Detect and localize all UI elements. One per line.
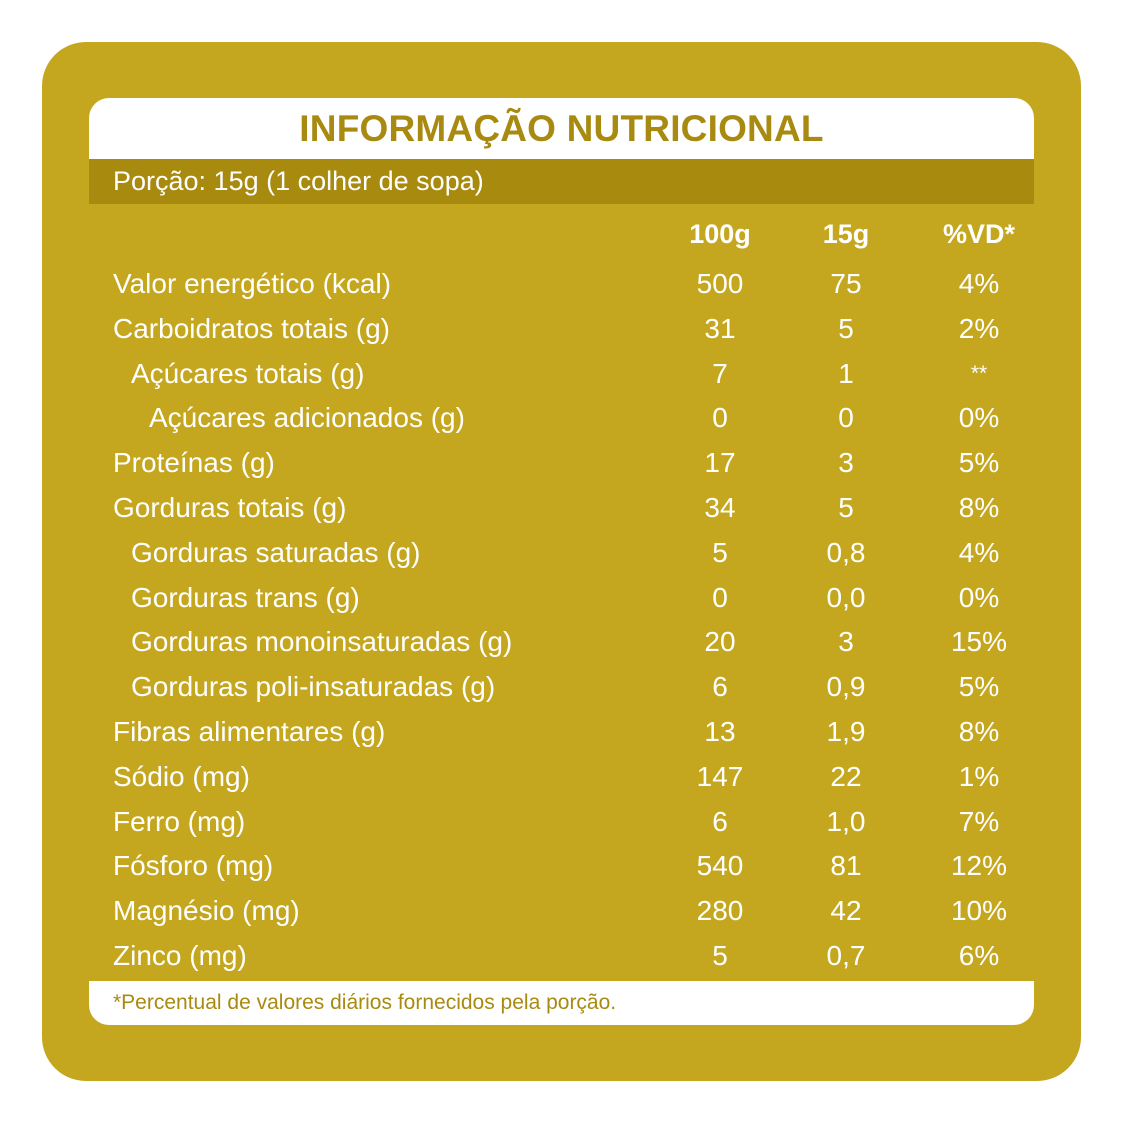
daily-value-percent: 0% <box>958 402 1000 434</box>
table-row: Açúcares adicionados (g) 0 0 0% <box>89 396 1034 441</box>
daily-value-percent: 4% <box>958 536 1000 568</box>
value-per-100g: 31 <box>704 312 736 344</box>
value-per-100g: 20 <box>704 626 736 658</box>
value-per-100g: 540 <box>696 850 744 882</box>
value-per-100g: 5 <box>712 536 728 568</box>
daily-value-percent: 6% <box>958 940 1000 971</box>
table-row: Gorduras saturadas (g) 5 0,8 4% <box>89 531 1034 576</box>
value-per-100g: 7 <box>712 357 728 389</box>
value-per-portion: 5 <box>838 312 854 344</box>
table-row: Zinco (mg) 5 0,7 6% <box>89 934 1034 979</box>
value-per-portion: 22 <box>830 760 862 792</box>
nutrient-name: Gorduras poli-insaturadas (g) <box>131 671 496 703</box>
footnote: *Percentual de valores diários fornecido… <box>113 991 617 1014</box>
daily-value-percent: 4% <box>958 268 1000 299</box>
nutrient-name: Proteínas (g) <box>113 447 275 479</box>
nutrient-name: Carboidratos totais (g) <box>113 312 391 344</box>
value-per-100g: 5 <box>712 940 728 971</box>
value-per-100g: 17 <box>704 447 736 479</box>
value-per-100g: 6 <box>712 671 728 703</box>
value-per-portion: 42 <box>830 895 862 927</box>
column-header-daily-value: %VD* <box>942 219 1016 249</box>
nutrient-name: Sódio (mg) <box>113 760 250 792</box>
value-per-100g: 13 <box>704 716 736 747</box>
table-row: Gorduras trans (g) 0 0,0 0% <box>89 576 1034 621</box>
daily-value-percent: 7% <box>958 805 1000 837</box>
table-row: Fósforo (mg) 540 81 12% <box>89 844 1034 889</box>
table-row: Gorduras poli-insaturadas (g) 6 0,9 5% <box>89 665 1034 710</box>
daily-value-percent: 5% <box>958 447 1000 479</box>
nutrient-name: Gorduras totais (g) <box>113 492 347 523</box>
table-row: Gorduras totais (g) 34 5 8% <box>89 486 1034 531</box>
value-per-portion: 81 <box>830 850 862 882</box>
nutrient-name: Fibras alimentares (g) <box>113 716 386 747</box>
portion-bar: Porção: 15g (1 colher de sopa) <box>89 159 1034 204</box>
daily-value-percent: ** <box>970 361 988 385</box>
nutrient-name: Magnésio (mg) <box>113 895 300 927</box>
nutrition-table: 100g 15g %VD* Valor energético (kcal) 500… <box>89 204 1034 981</box>
value-per-100g: 147 <box>696 760 744 792</box>
nutrient-name: Gorduras trans (g) <box>131 581 360 613</box>
table-row: Fibras alimentares (g) 13 1,9 8% <box>89 710 1034 755</box>
value-per-100g: 6 <box>712 805 728 837</box>
value-per-portion: 75 <box>830 268 862 299</box>
value-per-portion: 0,9 <box>826 671 866 703</box>
value-per-portion: 0 <box>838 402 854 434</box>
table-row: Valor energético (kcal) 500 75 4% <box>89 262 1034 307</box>
table-row: Açúcares totais (g) 7 1 ** <box>89 352 1034 397</box>
nutrient-name: Açúcares adicionados (g) <box>149 402 465 434</box>
nutrient-name: Gorduras monoinsaturadas (g) <box>131 626 513 658</box>
daily-value-percent: 0% <box>958 581 1000 613</box>
nutrient-name: Gorduras saturadas (g) <box>131 536 421 568</box>
value-per-100g: 500 <box>696 268 744 299</box>
daily-value-percent: 15% <box>950 626 1008 658</box>
table-row: Proteínas (g) 17 3 5% <box>89 441 1034 486</box>
value-per-100g: 0 <box>712 402 728 434</box>
table-row: Gorduras monoinsaturadas (g) 20 3 15% <box>89 620 1034 665</box>
daily-value-percent: 1% <box>958 760 1000 792</box>
value-per-portion: 5 <box>838 492 854 523</box>
table-row: Carboidratos totais (g) 31 5 2% <box>89 307 1034 352</box>
daily-value-percent: 12% <box>950 850 1008 882</box>
nutrient-name: Valor energético (kcal) <box>113 268 392 299</box>
daily-value-percent: 8% <box>958 716 1000 747</box>
daily-value-percent: 8% <box>958 492 1000 523</box>
value-per-portion: 3 <box>838 447 854 479</box>
label-title: INFORMAÇÃO NUTRICIONAL <box>299 108 824 149</box>
nutrient-name: Ferro (mg) <box>113 805 246 837</box>
portion-text: Porção: 15g (1 colher de sopa) <box>113 166 484 196</box>
value-per-portion: 3 <box>838 626 854 658</box>
daily-value-percent: 5% <box>958 671 1000 703</box>
value-per-100g: 0 <box>712 581 728 613</box>
table-row: Sódio (mg) 147 22 1% <box>89 755 1034 800</box>
daily-value-percent: 2% <box>958 312 1000 344</box>
nutrition-label: INFORMAÇÃO NUTRICIONAL Porção: 15g (1 co… <box>89 98 1034 1025</box>
value-per-portion: 1,9 <box>826 716 866 747</box>
column-header-portion: 15g <box>822 219 870 249</box>
value-per-100g: 34 <box>704 492 736 523</box>
value-per-100g: 280 <box>696 895 744 927</box>
table-row: Ferro (mg) 6 1,0 7% <box>89 800 1034 845</box>
nutrient-name: Zinco (mg) <box>113 940 247 971</box>
nutrient-name: Fósforo (mg) <box>113 850 274 882</box>
daily-value-percent: 10% <box>950 895 1008 927</box>
value-per-portion: 1,0 <box>826 805 866 837</box>
table-row: Magnésio (mg) 280 42 10% <box>89 889 1034 934</box>
value-per-portion: 0,8 <box>826 536 866 568</box>
value-per-portion: 0,7 <box>826 940 866 971</box>
value-per-portion: 0,0 <box>826 581 866 613</box>
value-per-portion: 1 <box>838 357 854 389</box>
column-header-100g: 100g <box>689 219 751 249</box>
nutrient-name: Açúcares totais (g) <box>131 357 365 389</box>
